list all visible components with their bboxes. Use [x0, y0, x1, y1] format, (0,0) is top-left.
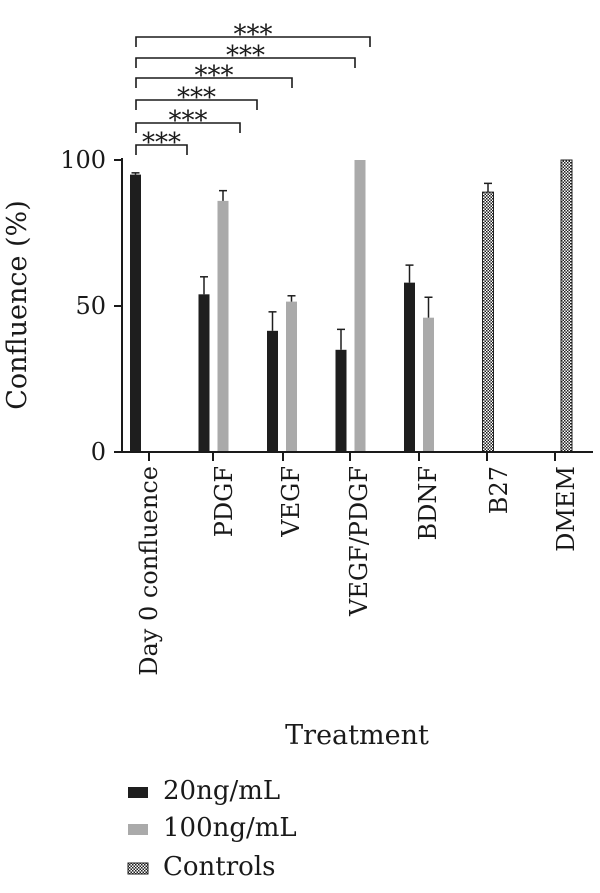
- bar-0-2: [267, 330, 278, 452]
- legend: 20ng/mL 100ng/mL Controls: [127, 776, 297, 882]
- significance-bracket: [135, 77, 293, 88]
- significance-label: ***: [195, 61, 234, 91]
- significance-label: ***: [226, 41, 265, 71]
- significance-bracket: [135, 99, 258, 110]
- legend-label: 20ng/mL: [163, 776, 280, 806]
- x-axis-title: Treatment: [285, 720, 429, 751]
- bar-0-4: [404, 282, 415, 452]
- significance-label: ***: [169, 106, 208, 136]
- legend-swatch: [128, 824, 148, 835]
- significance-bracket: [135, 122, 241, 133]
- plot-area: [130, 159, 573, 453]
- legend-swatch: [128, 787, 148, 798]
- bar-1-2: [286, 301, 297, 452]
- bar-2-6: [560, 159, 573, 453]
- x-category-label: B27: [485, 466, 513, 514]
- legend-label: 100ng/mL: [163, 813, 297, 843]
- significance-label: ***: [177, 83, 216, 113]
- significance-bracket: [135, 144, 188, 155]
- significance-label: ***: [142, 128, 181, 158]
- x-category-label: PDGF: [210, 466, 238, 537]
- bar-1-1: [217, 200, 229, 452]
- x-category-label: BDNF: [414, 466, 442, 541]
- significance-bracket: [135, 36, 371, 47]
- x-category-label: VEGF: [277, 466, 305, 538]
- y-tick-label: 50: [75, 292, 106, 320]
- x-category-label: Day 0 confluence: [135, 466, 163, 676]
- x-category-labels: Day 0 confluence PDGF VEGF VEGF/PDGF BDNF B27…: [135, 452, 580, 676]
- bar-0-1: [198, 294, 210, 452]
- significance-label: ***: [234, 20, 273, 50]
- x-category-label: VEGF/PDGF: [345, 466, 373, 617]
- y-ticks: 0 50 100: [60, 146, 122, 466]
- significance-bracket: [135, 57, 356, 68]
- bar-1-3: [354, 160, 366, 452]
- significance-brackets: ******************: [135, 20, 371, 158]
- y-axis-title: Confluence (%): [2, 200, 33, 409]
- legend-swatch: [127, 862, 149, 875]
- bar-2-5: [482, 191, 494, 453]
- bar-1-4: [423, 317, 434, 452]
- bar-0-0: [130, 174, 141, 452]
- y-tick-label: 0: [91, 438, 106, 466]
- legend-label: Controls: [163, 852, 275, 882]
- y-tick-label: 100: [60, 146, 106, 174]
- x-category-label: DMEM: [552, 466, 580, 552]
- bar-0-3: [335, 349, 347, 452]
